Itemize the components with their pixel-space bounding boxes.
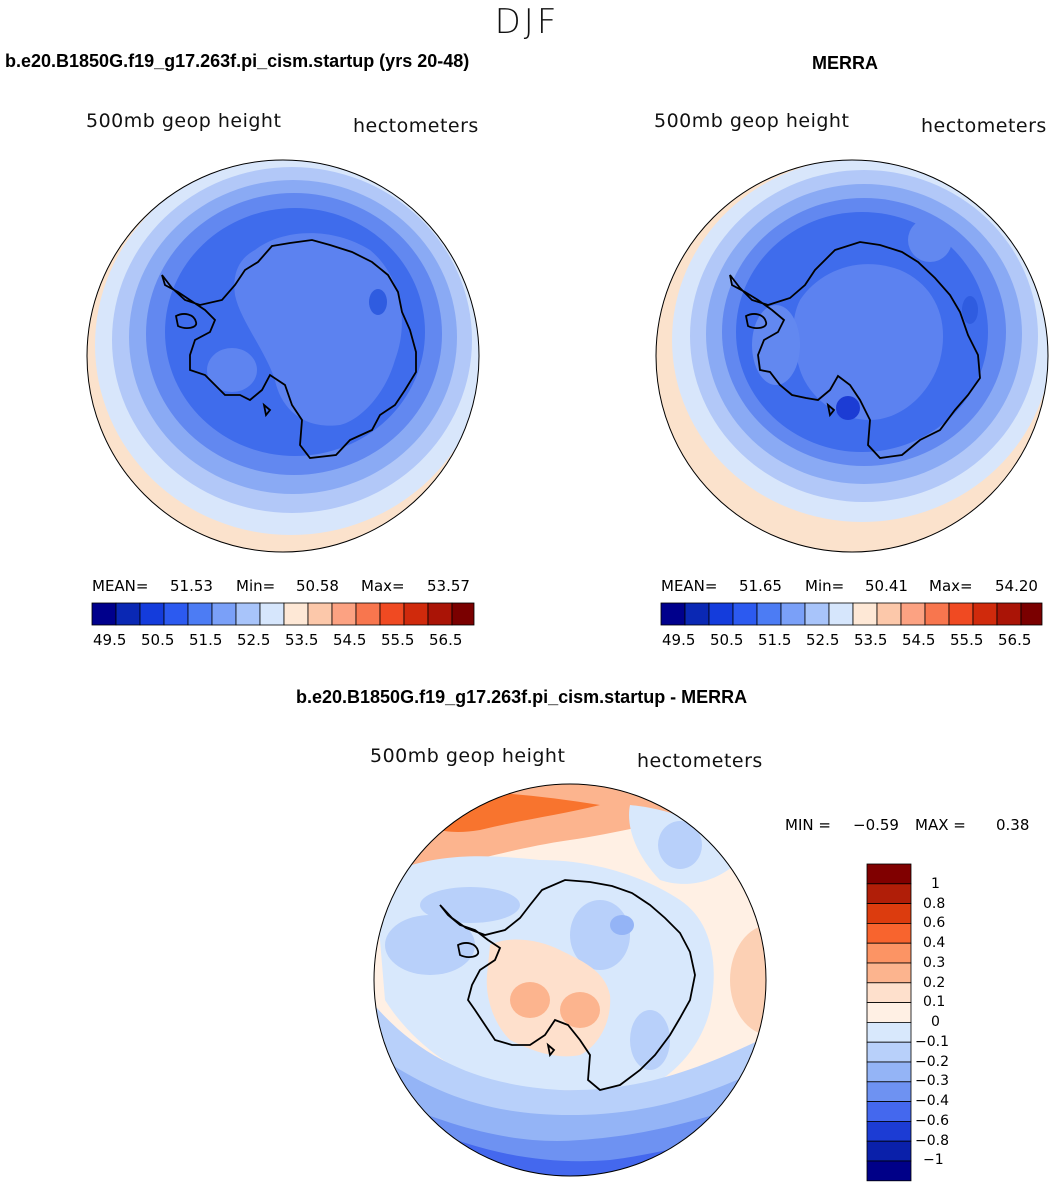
right-units-label: hectometers xyxy=(921,115,1047,137)
left-antarctica-coastline xyxy=(161,239,417,459)
diff-min-value: −0.59 xyxy=(853,816,899,834)
diff-max-value: 0.38 xyxy=(996,816,1030,834)
diff-cb-tick: 0.2 xyxy=(923,975,946,991)
diff-colorbar xyxy=(866,863,912,1182)
left-variable-label: 500mb geop height xyxy=(86,110,282,132)
diff-units-label: hectometers xyxy=(637,750,763,772)
diff-cb-tick: −0.2 xyxy=(915,1054,949,1070)
diff-variable-label: 500mb geop height xyxy=(370,745,566,767)
right-max-value: 54.20 xyxy=(995,577,1038,595)
diff-cb-tick: 0.6 xyxy=(923,915,946,931)
right-polar-map xyxy=(656,160,1048,552)
diff-panel-title: b.e20.B1850G.f19_g17.263f.pi_cism.startu… xyxy=(296,687,748,707)
right-cb-tick: 56.5 xyxy=(998,631,1032,649)
diff-cb-tick: −0.8 xyxy=(915,1133,949,1149)
left-cb-tick: 52.5 xyxy=(237,631,271,649)
diff-cb-tick: −0.6 xyxy=(915,1113,949,1129)
diff-max-label: MAX = xyxy=(915,816,966,834)
left-cb-tick: 55.5 xyxy=(381,631,415,649)
right-max-label: Max= xyxy=(929,577,973,595)
diff-cb-tick: 0 xyxy=(931,1014,940,1030)
left-min-value: 50.58 xyxy=(296,577,339,595)
diff-polar-map xyxy=(374,784,766,1176)
diff-min-label: MIN = xyxy=(785,816,831,834)
diff-cb-tick: 0.1 xyxy=(923,994,946,1010)
left-cb-tick: 50.5 xyxy=(141,631,175,649)
right-cb-tick: 50.5 xyxy=(710,631,744,649)
diff-cb-tick: −0.4 xyxy=(915,1093,949,1109)
left-cb-tick: 54.5 xyxy=(333,631,367,649)
right-panel-title: MERRA xyxy=(812,53,878,73)
right-antarctica-coastline xyxy=(729,241,981,459)
right-cb-tick: 49.5 xyxy=(662,631,696,649)
left-units-label: hectometers xyxy=(353,115,479,137)
left-mean-label: MEAN= xyxy=(92,577,149,595)
left-cb-tick: 53.5 xyxy=(285,631,319,649)
season-title: DJF xyxy=(494,2,560,42)
right-cb-tick: 53.5 xyxy=(854,631,888,649)
right-mean-value: 51.65 xyxy=(739,577,782,595)
right-variable-label: 500mb geop height xyxy=(654,110,850,132)
right-colorbar xyxy=(660,602,1043,626)
diff-cb-tick: 1 xyxy=(931,876,940,892)
right-cb-tick: 55.5 xyxy=(950,631,984,649)
left-colorbar xyxy=(91,602,475,626)
left-cb-tick: 51.5 xyxy=(189,631,223,649)
diff-cb-tick: −0.3 xyxy=(915,1073,949,1089)
diff-cb-tick: −1 xyxy=(923,1152,944,1168)
diff-cb-tick: 0.3 xyxy=(923,955,946,971)
diff-cb-tick: 0.4 xyxy=(923,935,946,951)
diff-cb-tick: −0.1 xyxy=(915,1034,949,1050)
left-panel-title: b.e20.B1850G.f19_g17.263f.pi_cism.startu… xyxy=(5,51,470,71)
right-mean-label: MEAN= xyxy=(661,577,718,595)
right-cb-tick: 51.5 xyxy=(758,631,792,649)
right-min-value: 50.41 xyxy=(865,577,908,595)
left-max-label: Max= xyxy=(361,577,405,595)
left-min-label: Min= xyxy=(236,577,276,595)
right-min-label: Min= xyxy=(805,577,845,595)
right-cb-tick: 54.5 xyxy=(902,631,936,649)
left-mean-value: 51.53 xyxy=(170,577,213,595)
diff-cb-tick: 0.8 xyxy=(923,896,946,912)
left-cb-tick: 56.5 xyxy=(429,631,463,649)
left-max-value: 53.57 xyxy=(427,577,470,595)
left-cb-tick: 49.5 xyxy=(93,631,127,649)
diff-antarctica-coastline xyxy=(439,879,696,1091)
right-cb-tick: 52.5 xyxy=(806,631,840,649)
